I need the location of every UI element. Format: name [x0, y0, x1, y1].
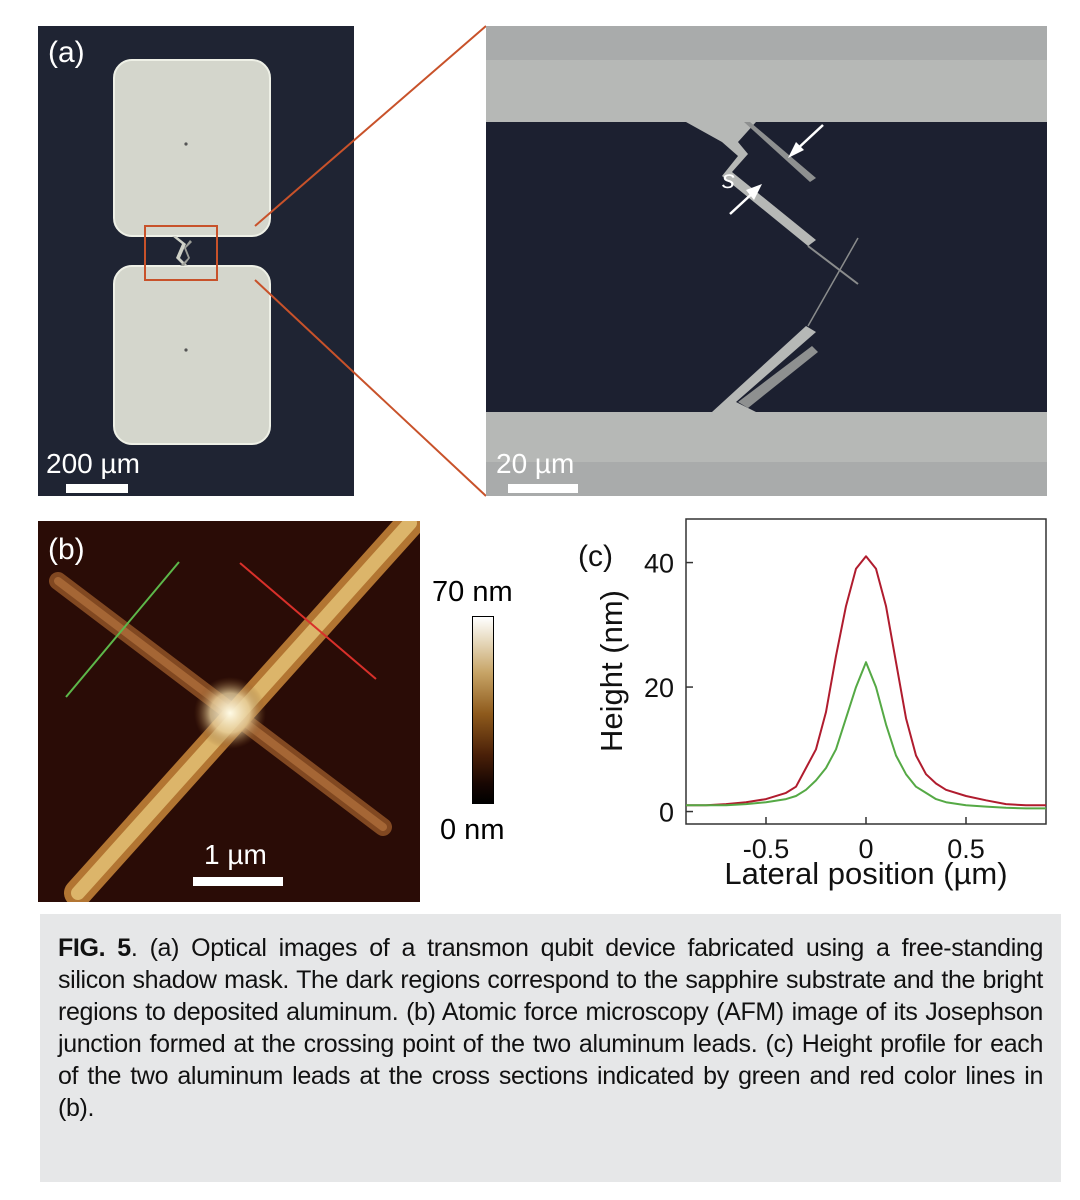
colorbar-min-label: 0 nm [440, 814, 505, 846]
zoom-connector-lines [254, 25, 487, 497]
caption-fig-number: FIG. 5 [58, 934, 131, 962]
scale-bar-20um [508, 484, 578, 493]
figure-caption-box: FIG. 5. (a) Optical images of a transmon… [40, 914, 1061, 1182]
axis-ticks: -0.5 0 0.5 0 20 40 [644, 549, 985, 864]
chart-canvas: -0.5 0 0.5 0 20 40 (c) Height (nm) Lateral po… [578, 518, 1047, 891]
series-line-red [686, 555, 1046, 807]
device-pads-graphic [113, 59, 271, 445]
caption-text: . (a) Optical images of a transmon qubit… [58, 934, 1044, 1122]
x-axis-label: Lateral position (µm) [724, 856, 1007, 891]
x-tick-label: -0.5 [743, 834, 790, 864]
y-tick-label: 0 [659, 798, 674, 828]
optical-image-junction-zoom: s 20 µm [486, 26, 1047, 496]
panel-b-label: (b) [48, 533, 85, 566]
figure-caption: FIG. 5. (a) Optical images of a transmon… [58, 932, 1043, 1124]
afm-colorbar [472, 616, 494, 804]
panel-c-label: (c) [578, 540, 613, 573]
junction-leads-graphic [486, 26, 1047, 496]
scale-label-20um: 20 µm [496, 448, 575, 479]
scale-bar-1um [193, 877, 283, 886]
y-tick-label: 20 [644, 673, 674, 703]
scale-label-1um: 1 µm [204, 839, 267, 870]
afm-leads-graphic [49, 509, 424, 907]
y-tick-label: 40 [644, 549, 674, 579]
scale-label-200um: 200 µm [46, 448, 140, 479]
afm-image: (b) 1 µm [38, 509, 424, 907]
colorbar-max-label: 70 nm [432, 576, 513, 608]
x-tick-label: 0 [858, 834, 873, 864]
height-profile-chart: -0.5 0 0.5 0 20 40 (c) Height (nm) Lateral po… [560, 516, 1065, 896]
panel-a-label: (a) [48, 36, 85, 69]
x-tick-label: 0.5 [947, 834, 985, 864]
chart-series [686, 555, 1046, 810]
series-line-green [686, 661, 1046, 810]
gap-s-label: s [722, 164, 735, 194]
plot-frame [685, 518, 1047, 825]
scale-bar-200um [66, 484, 128, 493]
y-axis-label: Height (nm) [594, 590, 629, 752]
optical-image-device: (a) 200 µm [38, 26, 354, 496]
